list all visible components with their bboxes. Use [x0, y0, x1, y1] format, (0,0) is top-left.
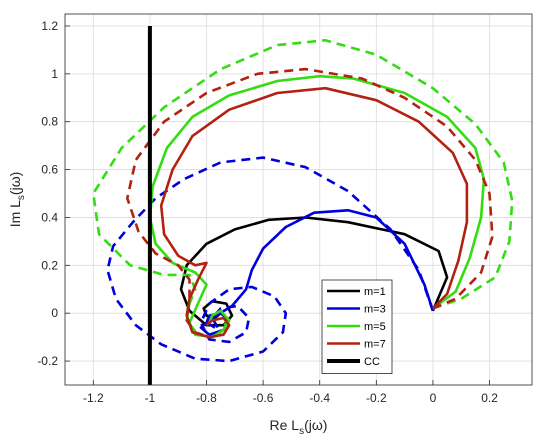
legend-label-m-3: m=3	[364, 304, 386, 316]
y-tick-label: 0.8	[41, 115, 58, 129]
x-tick-label: -0.8	[196, 391, 217, 405]
tick-labels: -1.2 -1 -0.8 -0.6 -0.4 -0.2 0 0.2 -0.2 0 0.2 0.4 0.6…	[37, 19, 498, 405]
x-tick-label: 0	[430, 391, 437, 405]
plot-frame	[64, 13, 533, 386]
series-layer	[92, 26, 514, 385]
legend: m=1 m=3 m=5 m=7 CC	[321, 279, 393, 374]
y-tick-label: 0.6	[41, 163, 58, 177]
legend-label-m-7: m=7	[364, 339, 386, 351]
y-tick-label: 1	[51, 67, 58, 81]
series-m-7-solid	[159, 86, 469, 339]
x-tick-label: -0.6	[253, 391, 274, 405]
series-m-3-dashed	[106, 156, 435, 363]
y-tick-label: -0.2	[37, 354, 58, 368]
x-tick-label: -1	[145, 391, 156, 405]
y-tick-label: 0.4	[41, 210, 58, 224]
x-tick-label: -1.2	[83, 391, 104, 405]
series-m-1-solid	[179, 216, 449, 327]
x-tick-label: 0.2	[481, 391, 498, 405]
legend-label-m-1: m=1	[364, 286, 386, 298]
x-tick-label: -0.4	[309, 391, 330, 405]
y-tick-label: 0.2	[41, 258, 58, 272]
legend-label-cc: CC	[364, 356, 380, 368]
y-tick-label: 1.2	[41, 19, 58, 33]
y-axis-label: Im Ls(jω)	[7, 172, 27, 228]
x-tick-label: -0.2	[366, 391, 387, 405]
x-axis-label: Re Ls(jω)	[270, 417, 328, 437]
series-m-3-solid	[199, 209, 435, 337]
y-tick-label: 0	[51, 306, 58, 320]
legend-label-m-5: m=5	[364, 321, 386, 333]
